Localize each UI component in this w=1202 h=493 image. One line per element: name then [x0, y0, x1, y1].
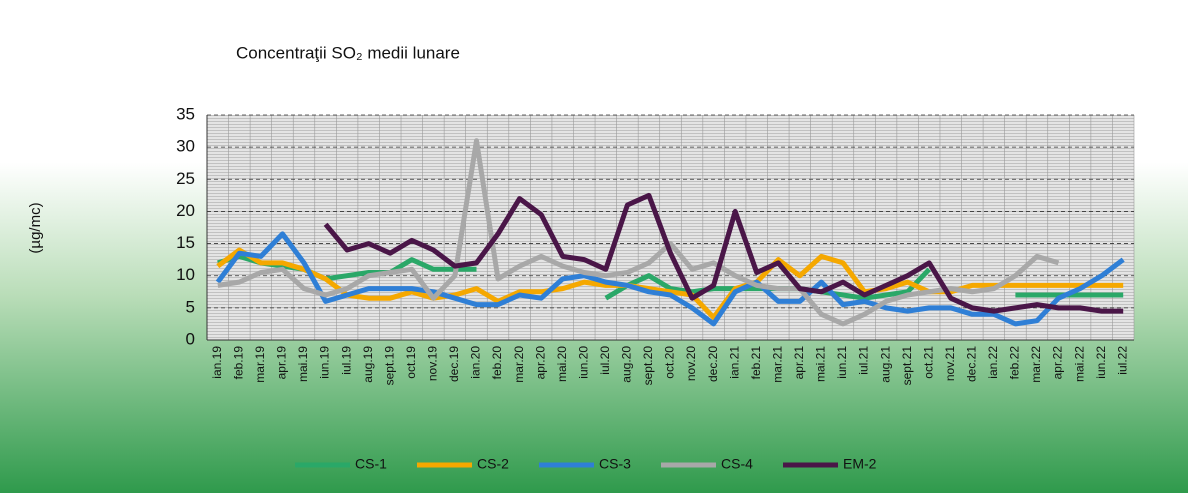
series-line — [216, 247, 1124, 320]
x-tick-label: apr.21 — [792, 346, 806, 380]
y-tick-label: 0 — [186, 329, 195, 348]
x-tick-label: nov.21 — [943, 346, 957, 381]
legend-label: CS-4 — [721, 456, 753, 472]
x-tick-label: mai.19 — [296, 346, 310, 382]
x-tick-label: dec.21 — [964, 346, 978, 382]
series-line — [323, 192, 1124, 314]
x-tick-label: mar.21 — [770, 346, 784, 383]
x-tick-label: feb.21 — [749, 346, 763, 380]
x-tick-label: ian.22 — [986, 346, 1000, 379]
x-tick-label: oct.21 — [921, 346, 935, 379]
x-tick-label: ian.19 — [210, 346, 224, 379]
x-tick-label: iun.20 — [576, 346, 590, 379]
x-tick-label: apr.20 — [533, 346, 547, 380]
x-tick-label: iun.19 — [318, 346, 332, 379]
legend-label: CS-2 — [477, 456, 509, 472]
legend-label: CS-1 — [355, 456, 387, 472]
x-tick-label: apr.19 — [275, 346, 289, 380]
x-tick-label: feb.20 — [490, 346, 504, 380]
x-tick-label: iun.22 — [1094, 346, 1108, 379]
series-line — [217, 138, 1060, 327]
x-tick-label: nov.20 — [684, 346, 698, 381]
x-tick-label: ian.21 — [727, 346, 741, 379]
edge — [1188, 0, 1202, 493]
x-tick-label: feb.22 — [1008, 346, 1022, 380]
x-tick-label: mar.22 — [1029, 346, 1043, 383]
x-tick-label: nov.19 — [426, 346, 440, 381]
y-tick-label: 25 — [176, 169, 195, 188]
legend-label: EM-2 — [843, 456, 877, 472]
plot-area — [207, 115, 1134, 340]
x-tick-label: iul.19 — [339, 346, 353, 375]
x-tick-label: dec.20 — [706, 346, 720, 382]
x-tick-label: mai.21 — [814, 346, 828, 382]
x-tick-label: sept.21 — [900, 346, 914, 386]
y-tick-label: 5 — [186, 297, 195, 316]
x-tick-label: oct.20 — [663, 346, 677, 379]
x-tick-label: mar.19 — [253, 346, 267, 383]
x-tick-label: aug.21 — [878, 346, 892, 383]
x-tick-label: oct.19 — [404, 346, 418, 379]
x-tick-label: apr.22 — [1051, 346, 1065, 380]
x-tick-label: mai.20 — [555, 346, 569, 382]
x-tick-label: iul.22 — [1115, 346, 1129, 375]
y-tick-label: 15 — [176, 233, 195, 252]
y-tick-label: 30 — [176, 137, 195, 156]
x-tick-label: iul.21 — [857, 346, 871, 375]
x-tick-label: sept.19 — [382, 346, 396, 386]
x-tick-label: iun.21 — [835, 346, 849, 379]
y-tick-label: 10 — [176, 265, 195, 284]
series-line — [215, 231, 1125, 327]
x-tick-label: iul.20 — [598, 346, 612, 375]
x-tick-label: mai.22 — [1072, 346, 1086, 382]
y-tick-label: 35 — [176, 104, 195, 123]
chart-title: Concentraţii SO₂ medii lunare — [236, 43, 460, 62]
x-tick-label: feb.19 — [232, 346, 246, 380]
x-tick-label: aug.19 — [361, 346, 375, 383]
x-tick-label: ian.20 — [469, 346, 483, 379]
x-tick-label: sept.20 — [641, 346, 655, 386]
x-tick-label: dec.19 — [447, 346, 461, 382]
legend-label: CS-3 — [599, 456, 631, 472]
y-tick-label: 20 — [176, 201, 195, 220]
y-axis-label: (µg/mc) — [27, 202, 44, 253]
x-tick-label: mar.20 — [512, 346, 526, 383]
x-tick-label: aug.20 — [620, 346, 634, 383]
